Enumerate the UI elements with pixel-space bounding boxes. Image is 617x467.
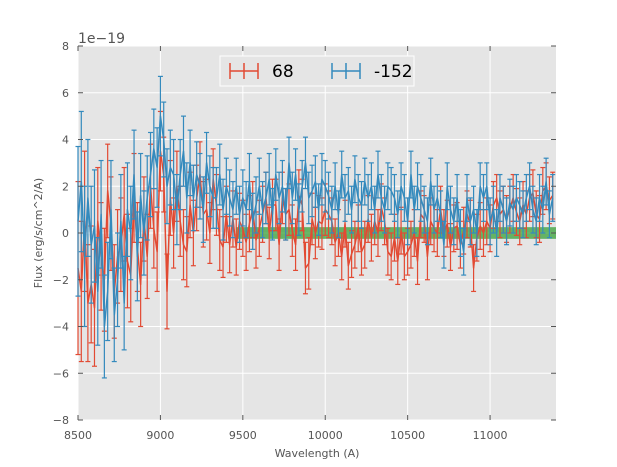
y-offset-label: 1e−19	[78, 31, 125, 47]
y-tick-label: −4	[53, 321, 69, 334]
y-tick-label: −6	[53, 367, 69, 380]
bands-layer	[236, 227, 556, 239]
legend-entry-0: 68	[229, 62, 294, 82]
legend-label: 68	[272, 62, 294, 82]
series-line	[77, 115, 554, 328]
y-axis-label: Flux (erg/s/cm^2/A)	[32, 178, 45, 288]
x-tick-label: 9500	[229, 429, 257, 442]
x-tick-label: 10000	[308, 429, 343, 442]
y-tick-label: −8	[53, 414, 69, 427]
y-tick-label: 0	[62, 227, 69, 240]
legend: 68 -152	[219, 55, 415, 87]
legend-entry-1: -152	[331, 62, 413, 82]
error-bar	[75, 145, 81, 297]
series-line	[77, 150, 554, 309]
y-tick-label: 8	[62, 40, 69, 53]
series-1	[75, 75, 556, 379]
x-tick-label: 8500	[64, 429, 92, 442]
x-tick-label: 9000	[146, 429, 174, 442]
legend-label: -152	[374, 62, 413, 82]
y-tick-label: 2	[62, 180, 69, 193]
y-tick-label: −2	[53, 274, 69, 287]
x-axis-label: Wavelength (A)	[275, 447, 360, 460]
y-tick-label: 6	[62, 87, 69, 100]
x-tick-label: 11000	[473, 429, 508, 442]
series-layer	[75, 75, 556, 379]
x-tick-label: 10500	[390, 429, 425, 442]
y-tick-label: 4	[62, 134, 69, 147]
shaded-band	[236, 227, 556, 239]
